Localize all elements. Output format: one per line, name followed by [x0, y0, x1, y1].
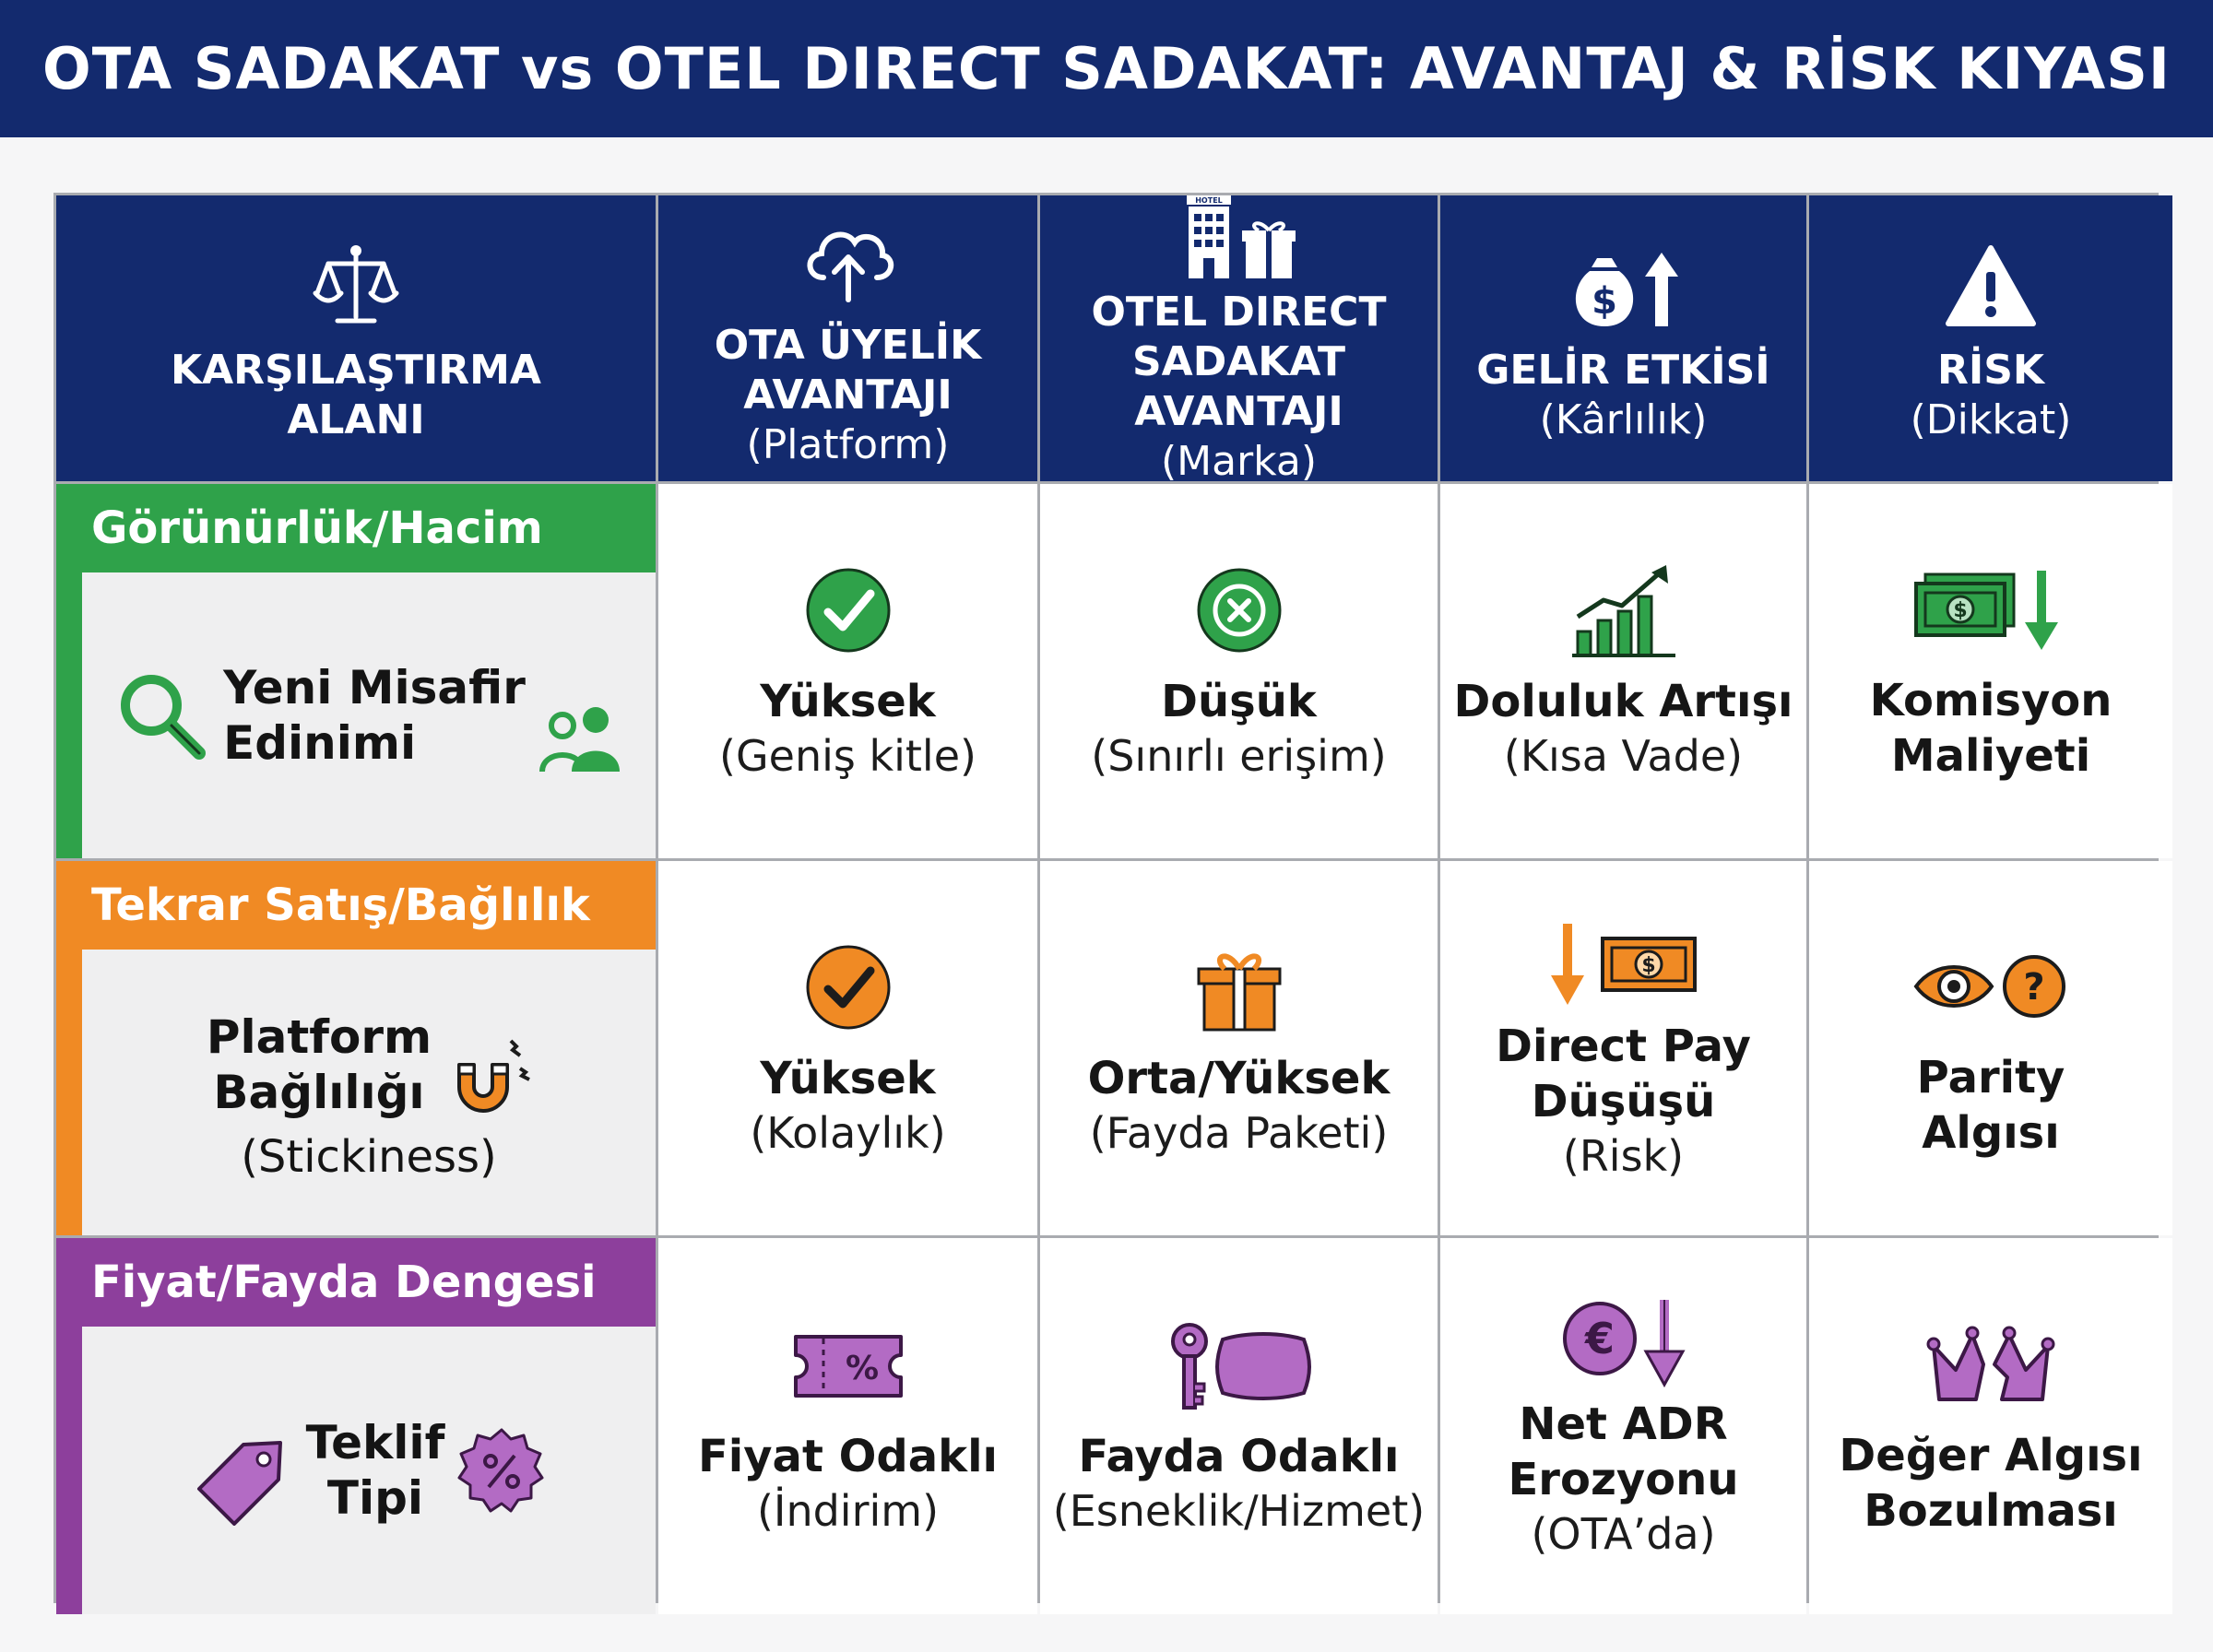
cell-risk-price: Değer Algısı Bozulması	[1809, 1238, 2172, 1614]
broken-crown-icon	[1926, 1314, 2055, 1415]
category-label: Fiyat/Fayda Dengesi	[56, 1238, 656, 1327]
row-label-box: Yeni Misafir Edinimi	[82, 572, 656, 858]
row-label-box: Teklif Tipi	[82, 1327, 656, 1614]
money-bag-up-icon: $	[1564, 231, 1684, 340]
cell-risk-visibility: $ Komisyon Maliyeti	[1809, 484, 2172, 858]
header-sublabel: (Dikkat)	[1910, 396, 2072, 443]
comparison-table: KARŞILAŞTIRMA ALANI OTA ÜYELİK AVANTAJI …	[53, 193, 2172, 1614]
header-risk: RİSK (Dikkat)	[1809, 195, 2172, 481]
cell-hotel-visibility: Düşük (Sınırlı erişim)	[1040, 484, 1438, 858]
cell-note: (Esneklik/Hizmet)	[1052, 1486, 1426, 1536]
header-label: OTEL DIRECT SADAKAT AVANTAJI	[1091, 289, 1387, 435]
cell-risk-loyalty: ? Parity Algısı	[1809, 861, 2172, 1235]
cell-value: Orta/Yüksek	[1087, 1053, 1391, 1104]
cell-value: Değer Algısı Bozulması	[1839, 1430, 2143, 1537]
category-stripe	[56, 572, 82, 858]
cell-value: Fiyat Odaklı	[698, 1431, 998, 1482]
cell-note: (Fayda Paketi)	[1089, 1108, 1389, 1158]
svg-text:HOTEL: HOTEL	[1195, 196, 1223, 205]
svg-text:€: €	[1583, 1314, 1614, 1363]
check-circle-icon	[804, 937, 893, 1038]
percent-ticket-icon: %	[788, 1315, 908, 1416]
row-label: Teklif Tipi	[305, 1416, 445, 1525]
cell-note: (İndirim)	[756, 1486, 940, 1536]
x-circle-icon	[1195, 560, 1284, 661]
row-head-visibility: Görünürlük/Hacim Yeni Misafir Edinimi	[56, 484, 656, 858]
check-circle-icon	[804, 560, 893, 661]
hotel-gift-icon: HOTEL	[1179, 190, 1299, 282]
title-bar: OTA SADAKAT vs OTEL DIRECT SADAKAT: AVAN…	[0, 0, 2213, 137]
row-head-loyalty: Tekrar Satış/Bağlılık Platform Bağlılığı…	[56, 861, 656, 1235]
cell-value: Yüksek	[760, 676, 936, 727]
cell-note: (Geniş kitle)	[719, 731, 976, 781]
euro-down-icon: €	[1559, 1292, 1688, 1393]
cell-note: (Kolaylık)	[750, 1108, 946, 1158]
price-tag-icon	[196, 1441, 282, 1526]
header-hotel-direct-advantage: HOTEL OTEL DIRECT SADAKAT AVANTAJI (Mark…	[1040, 195, 1438, 485]
row-label: Platform Bağlılığı	[206, 1010, 432, 1119]
cell-revenue-price: € Net ADR Erozyonu (OTA’da)	[1440, 1238, 1806, 1614]
row-label-box: Platform Bağlılığı (Stickiness)	[82, 950, 656, 1235]
cell-value: Direct Pay Düşüşü	[1496, 1021, 1751, 1127]
category-stripe	[56, 950, 82, 1235]
cell-note: (Risk)	[1562, 1131, 1685, 1181]
category-label: Görünürlük/Hacim	[56, 484, 656, 572]
row-head-price-benefit: Fiyat/Fayda Dengesi Teklif Tipi	[56, 1238, 656, 1614]
cell-value: Düşük	[1161, 676, 1317, 727]
cell-hotel-loyalty: Orta/Yüksek (Fayda Paketi)	[1040, 861, 1438, 1235]
svg-text:$: $	[1953, 599, 1967, 622]
category-stripe	[56, 1327, 82, 1614]
magnifier-icon	[121, 675, 207, 760]
cell-value: Net ADR Erozyonu	[1508, 1398, 1739, 1505]
cell-value: Parity Algısı	[1916, 1052, 2065, 1159]
row-label: Yeni Misafir Edinimi	[223, 661, 526, 770]
magnet-icon	[457, 1039, 531, 1113]
cell-ota-visibility: Yüksek (Geniş kitle)	[658, 484, 1037, 858]
cell-note: (OTA’da)	[1531, 1509, 1716, 1559]
scales-icon	[310, 231, 402, 340]
header-sublabel: (Platform)	[746, 421, 950, 468]
svg-text:$: $	[1592, 280, 1617, 323]
cell-hotel-price: Fayda Odaklı (Esneklik/Hizmet)	[1040, 1238, 1438, 1614]
header-label: RİSK	[1936, 347, 2045, 394]
key-pillow-icon	[1166, 1315, 1313, 1416]
cell-value: Doluluk Artışı	[1453, 676, 1793, 727]
header-label: OTA ÜYELİK AVANTAJI	[714, 322, 982, 419]
cell-revenue-visibility: Doluluk Artışı (Kısa Vade)	[1440, 484, 1806, 858]
cell-value: Yüksek	[760, 1053, 936, 1104]
cell-ota-loyalty: Yüksek (Kolaylık)	[658, 861, 1037, 1235]
header-label: KARŞILAŞTIRMA ALANI	[171, 347, 541, 443]
bar-chart-up-icon	[1568, 560, 1679, 661]
cash-down-icon: $	[1912, 559, 2069, 660]
svg-text:%: %	[845, 1350, 878, 1387]
page-title: OTA SADAKAT vs OTEL DIRECT SADAKAT: AVAN…	[42, 35, 2171, 102]
cell-value: Fayda Odaklı	[1078, 1431, 1400, 1482]
users-icon	[538, 707, 620, 773]
header-revenue-impact: $ GELİR ETKİSİ (Kârlılık)	[1440, 195, 1806, 481]
cell-ota-price: % Fiyat Odaklı (İndirim)	[658, 1238, 1037, 1614]
header-sublabel: (Marka)	[1160, 438, 1318, 485]
cell-note: (Sınırlı erişim)	[1091, 731, 1387, 781]
gift-icon	[1193, 937, 1285, 1038]
cell-value: Komisyon Maliyeti	[1869, 675, 2112, 782]
header-label: GELİR ETKİSİ	[1476, 347, 1770, 394]
eye-question-icon: ?	[1912, 936, 2069, 1037]
header-ota-advantage: OTA ÜYELİK AVANTAJI (Platform)	[658, 195, 1037, 481]
svg-text:$: $	[1641, 954, 1655, 977]
svg-text:?: ?	[2023, 966, 2044, 1009]
down-arrow-cash-icon: $	[1545, 914, 1702, 1015]
row-sublabel: (Stickiness)	[241, 1131, 497, 1183]
header-sublabel: (Kârlılık)	[1539, 396, 1708, 443]
cloud-upload-icon	[798, 206, 899, 315]
percent-badge-icon	[457, 1428, 544, 1513]
cell-note: (Kısa Vade)	[1503, 731, 1744, 781]
category-label: Tekrar Satış/Bağlılık	[56, 861, 656, 950]
warning-icon	[1945, 231, 2037, 340]
header-comparison-area: KARŞILAŞTIRMA ALANI	[56, 195, 656, 481]
cell-revenue-loyalty: $ Direct Pay Düşüşü (Risk)	[1440, 861, 1806, 1235]
